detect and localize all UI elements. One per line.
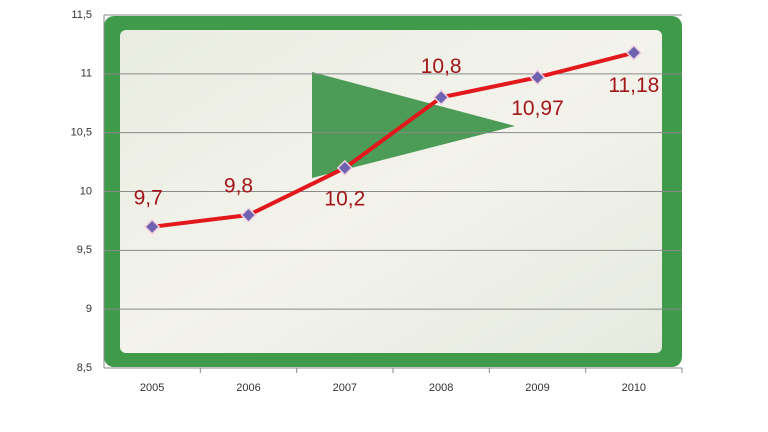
x-tick-label: 2009 xyxy=(525,382,549,394)
x-tick-label: 2007 xyxy=(333,382,357,394)
data-point xyxy=(433,89,450,106)
labels: 9,7 9,8 10,2 10,8 10,97 11,18 xyxy=(134,55,660,211)
y-tick-label: 10,5 xyxy=(71,127,92,139)
value-label: 10,97 xyxy=(511,97,564,120)
data-point xyxy=(240,206,257,224)
y-tick-label: 11,5 xyxy=(71,9,92,21)
data-point xyxy=(144,218,161,235)
value-label: 10,2 xyxy=(324,188,365,211)
x-tick-label: 2005 xyxy=(140,382,164,394)
data-point xyxy=(336,159,353,177)
value-label: 11,18 xyxy=(608,74,659,97)
value-label: 9,8 xyxy=(224,175,253,198)
y-tick-label: 11 xyxy=(81,68,92,80)
axes: 8,5 9 9,5 10 10,5 11 11,5 2005 2006 2007 2008 2009 2… xyxy=(71,9,683,394)
data-point xyxy=(529,69,546,86)
series xyxy=(144,44,642,235)
y-tick-label: 10 xyxy=(80,185,92,197)
series-line xyxy=(151,50,635,229)
value-label: 10,8 xyxy=(421,55,462,78)
x-tick-label: 2010 xyxy=(622,382,646,394)
value-label: 9,7 xyxy=(134,186,163,209)
y-tick-label: 9,5 xyxy=(77,244,92,256)
x-tick-label: 2006 xyxy=(236,382,260,394)
y-tick-label: 8,5 xyxy=(77,362,92,374)
y-tick-label: 9 xyxy=(86,303,92,315)
x-tick-label: 2008 xyxy=(429,382,453,394)
data-point xyxy=(625,44,642,61)
